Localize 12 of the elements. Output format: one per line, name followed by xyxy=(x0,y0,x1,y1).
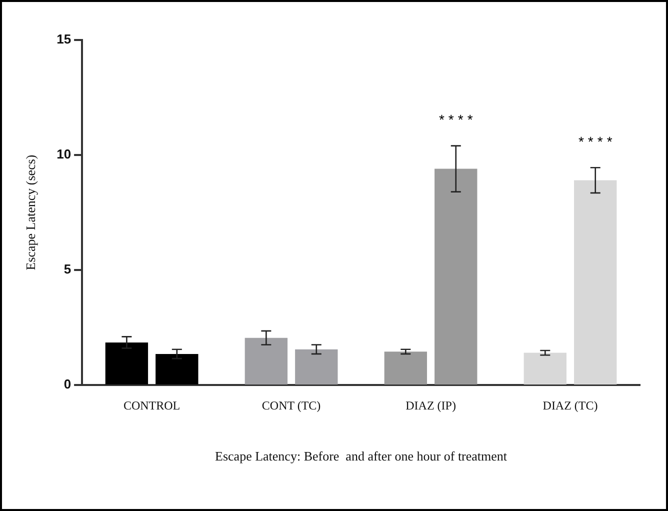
y-tick-label: 15 xyxy=(56,32,72,47)
y-axis-title: Escape Latency (secs) xyxy=(23,154,38,270)
y-tick-label: 5 xyxy=(64,262,72,277)
y-tick-label: 0 xyxy=(64,376,72,392)
y-tick-label: 10 xyxy=(56,146,72,162)
annotation: **** xyxy=(438,112,477,128)
x-axis-title: Escape Latency: Before and after one hour of treatment xyxy=(215,448,508,464)
annotation: **** xyxy=(578,134,616,150)
x-tick-label: CONTROL xyxy=(123,398,180,412)
x-tick-label: CONT (TC) xyxy=(262,398,321,412)
x-tick-label: DIAZ (TC) xyxy=(542,398,598,412)
x-tick-label: DIAZ (IP) xyxy=(406,398,456,412)
